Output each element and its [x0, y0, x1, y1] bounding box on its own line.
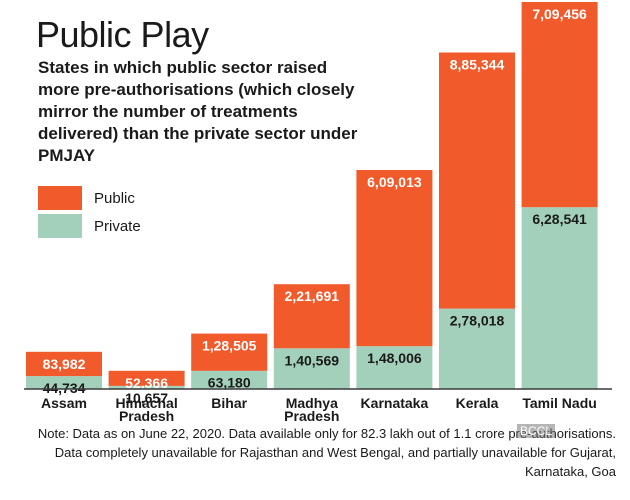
legend-swatch-private — [38, 214, 82, 238]
public-bar-bihar — [191, 333, 268, 371]
public-value-label-assam: 83,982 — [43, 356, 86, 372]
public-bar-tamil-nadu — [521, 2, 598, 208]
public-value-label-tamil-nadu: 7,09,456 — [532, 6, 587, 22]
legend-swatch-public — [38, 186, 82, 210]
category-label-karnataka: Karnataka — [361, 395, 429, 411]
watermark-logo: BCCL — [517, 424, 556, 438]
category-label-madhya-pradesh-line-1: Madhya — [286, 395, 338, 411]
legend-label-public: Public — [94, 189, 135, 207]
private-value-label-bihar: 63,180 — [208, 375, 251, 391]
category-label-madhya-pradesh-line-2: Pradesh — [284, 408, 339, 424]
private-value-label-madhya-pradesh: 1,40,569 — [285, 352, 340, 368]
public-bar-kerala — [439, 52, 515, 309]
private-value-label-assam: 44,734 — [43, 380, 86, 396]
private-value-label-himachal-pradesh: 10,657 — [125, 390, 168, 406]
public-value-label-himachal-pradesh: 52,366 — [125, 375, 168, 391]
footnote: Note: Data as on June 22, 2020. Data ava… — [37, 426, 616, 479]
legend-label-private: Private — [94, 217, 141, 235]
category-label-bihar: Bihar — [211, 395, 247, 411]
category-label-kerala: Kerala — [456, 395, 499, 411]
private-value-label-karnataka: 1,48,006 — [367, 350, 422, 366]
public-bar-karnataka — [356, 170, 433, 347]
chart-title: Public Play — [36, 14, 209, 55]
private-value-label-kerala: 2,78,018 — [450, 313, 505, 329]
category-label-assam: Assam — [41, 395, 87, 411]
private-bar-bihar — [191, 370, 268, 389]
legend-item-public: Public — [38, 186, 135, 210]
public-bar-himachal-pradesh — [108, 370, 185, 386]
private-bar-karnataka — [356, 346, 433, 389]
private-bar-assam — [26, 376, 102, 389]
private-bar-himachal-pradesh — [108, 385, 185, 389]
public-bar-madhya-pradesh — [273, 284, 350, 349]
public-bar-assam — [26, 351, 102, 377]
public-value-label-bihar: 1,28,505 — [202, 338, 257, 354]
private-value-label-tamil-nadu: 6,28,541 — [532, 211, 587, 227]
category-label-himachal-pradesh-line-2: Pradesh — [119, 408, 174, 424]
public-value-label-karnataka: 6,09,013 — [367, 174, 422, 190]
category-label-himachal-pradesh-line-1: Himachal — [115, 395, 177, 411]
private-bar-madhya-pradesh — [273, 348, 350, 389]
private-bar-tamil-nadu — [521, 207, 598, 389]
legend-item-private: Private — [38, 214, 141, 238]
chart-subtitle: States in which public sector raised mor… — [38, 58, 358, 165]
private-bar-kerala — [439, 308, 515, 389]
public-value-label-madhya-pradesh: 2,21,691 — [285, 288, 340, 304]
category-label-tamil-nadu: Tamil Nadu — [522, 395, 596, 411]
public-value-label-kerala: 8,85,344 — [450, 57, 505, 73]
